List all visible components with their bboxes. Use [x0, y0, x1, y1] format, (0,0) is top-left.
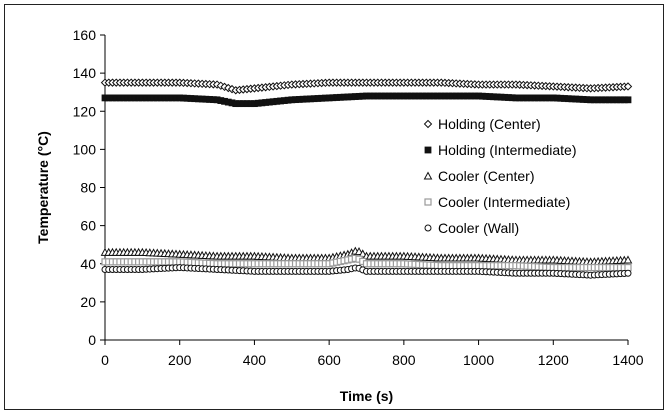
data-point [354, 246, 364, 256]
data-point [624, 269, 632, 277]
y-tick-label: 40 [80, 256, 96, 272]
data-point [624, 263, 632, 272]
series-holding-center [100, 78, 633, 95]
legend-label: Cooler (Wall) [438, 220, 519, 236]
x-tick-label: 1400 [612, 352, 643, 368]
x-tick-label: 1000 [463, 352, 494, 368]
data-point [358, 249, 368, 258]
y-tick-label: 20 [80, 294, 96, 310]
x-tick-label: 200 [168, 352, 192, 368]
legend-marker [424, 224, 432, 232]
chart-series-layer [100, 78, 633, 279]
series-cooler-center [100, 246, 633, 266]
y-tick-label: 80 [80, 180, 96, 196]
x-tick-label: 400 [243, 352, 267, 368]
legend-marker [424, 198, 432, 206]
legend-marker [424, 146, 432, 154]
data-point [623, 82, 633, 91]
y-tick-label: 60 [80, 218, 96, 234]
x-tick-label: 0 [101, 352, 109, 368]
legend-label: Cooler (Intermediate) [438, 194, 570, 210]
series-holding-intermediate [101, 92, 632, 108]
x-tick-label: 1200 [538, 352, 569, 368]
data-point [624, 96, 632, 104]
legend-label: Holding (Center) [438, 116, 541, 132]
x-tick-label: 800 [392, 352, 416, 368]
legend-marker [423, 171, 433, 180]
y-tick-label: 140 [73, 65, 97, 81]
chart-legend: Holding (Center) Holding (Intermediate) Co… [423, 116, 577, 236]
y-tick-label: 120 [73, 103, 97, 119]
y-tick-label: 0 [88, 332, 96, 348]
legend-marker [423, 119, 433, 129]
chart-axes: 0 20 40 60 80 100 120 140 160 0 200 400 600 800 1000 12… [73, 27, 644, 368]
series-cooler-wall [101, 264, 632, 279]
data-point [623, 255, 633, 264]
legend-label: Cooler (Center) [438, 168, 534, 184]
x-tick-label: 600 [317, 352, 341, 368]
chart-frame [4, 4, 664, 410]
x-axis-title: Time (s) [340, 388, 393, 404]
y-axis-title: Temperature (°C) [35, 131, 51, 244]
y-tick-label: 100 [73, 141, 97, 157]
legend-label: Holding (Intermediate) [438, 142, 577, 158]
y-tick-label: 160 [73, 27, 97, 43]
series-cooler-intermediate [101, 254, 632, 272]
